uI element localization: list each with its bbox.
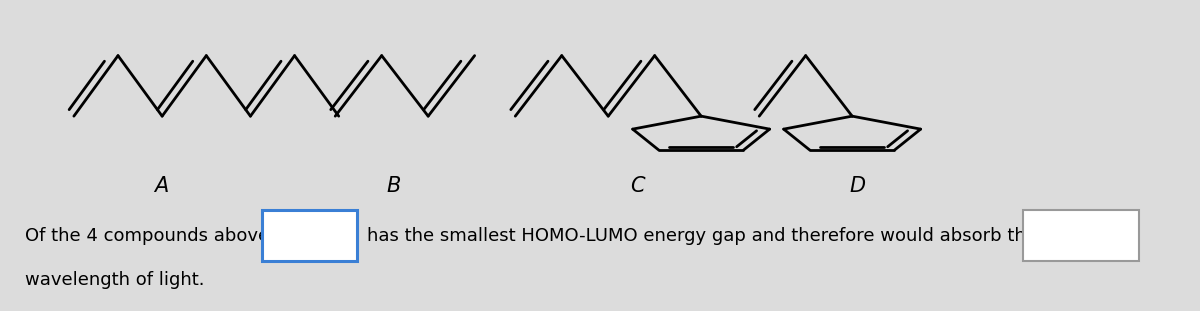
Text: wavelength of light.: wavelength of light. — [25, 271, 204, 289]
Text: Of the 4 compounds above,: Of the 4 compounds above, — [25, 227, 275, 245]
Text: A: A — [154, 176, 168, 196]
Text: has the smallest HOMO-LUMO energy gap and therefore would absorb the: has the smallest HOMO-LUMO energy gap an… — [366, 227, 1037, 245]
Text: ∨: ∨ — [1117, 229, 1127, 242]
Bar — [262, 210, 358, 262]
Text: C: C — [630, 176, 644, 196]
Text: ∨: ∨ — [335, 229, 344, 242]
Bar — [1022, 210, 1139, 262]
Text: D: D — [850, 176, 866, 196]
Text: B: B — [386, 176, 401, 196]
